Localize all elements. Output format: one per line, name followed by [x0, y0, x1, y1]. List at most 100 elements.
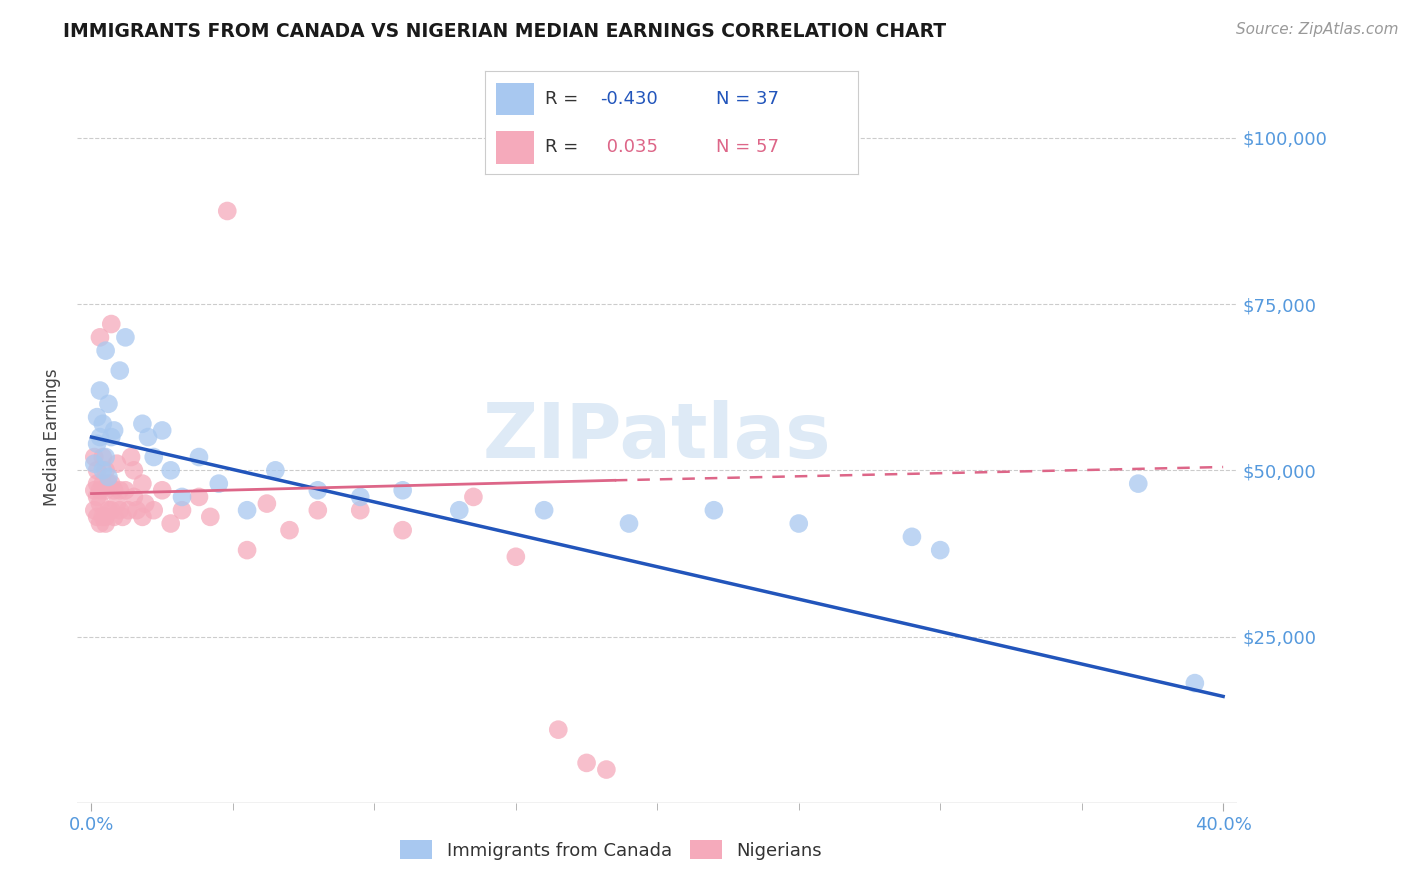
Point: [617, 516, 640, 531]
Point: [122, 463, 145, 477]
Point: [108, 503, 131, 517]
Point: [105, 457, 128, 471]
Point: [1128, 476, 1150, 491]
Point: [89, 483, 111, 498]
Point: [97, 503, 120, 517]
Point: [307, 503, 329, 517]
Point: [94, 343, 117, 358]
Point: [100, 430, 122, 444]
Point: [94, 450, 117, 464]
Point: [159, 463, 181, 477]
Point: [103, 483, 125, 498]
Point: [547, 723, 569, 737]
Text: N = 57: N = 57: [716, 138, 779, 156]
Point: [150, 424, 173, 438]
Point: [236, 543, 259, 558]
Point: [89, 497, 111, 511]
Point: [83, 457, 105, 471]
Point: [94, 483, 117, 498]
Point: [159, 516, 181, 531]
Point: [108, 363, 131, 377]
Point: [929, 543, 952, 558]
Point: [100, 317, 122, 331]
Point: [91, 476, 114, 491]
Point: [94, 463, 117, 477]
Y-axis label: Median Earnings: Median Earnings: [44, 368, 62, 506]
Point: [278, 523, 301, 537]
Point: [91, 463, 114, 477]
Point: [125, 503, 148, 517]
Point: [307, 483, 329, 498]
Point: [86, 436, 108, 450]
Point: [94, 516, 117, 531]
Point: [391, 523, 413, 537]
Text: -0.430: -0.430: [600, 90, 658, 108]
Point: [131, 476, 153, 491]
Point: [105, 497, 128, 511]
Point: [391, 483, 413, 498]
Point: [236, 503, 259, 517]
Point: [533, 503, 555, 517]
FancyBboxPatch shape: [496, 131, 533, 163]
Text: Source: ZipAtlas.com: Source: ZipAtlas.com: [1236, 22, 1399, 37]
Point: [114, 483, 136, 498]
Point: [131, 509, 153, 524]
Text: R =: R =: [544, 90, 583, 108]
FancyBboxPatch shape: [496, 83, 533, 115]
Point: [349, 503, 371, 517]
Point: [217, 204, 239, 219]
Point: [901, 530, 924, 544]
Point: [91, 417, 114, 431]
Point: [97, 470, 120, 484]
Point: [100, 503, 122, 517]
Text: IMMIGRANTS FROM CANADA VS NIGERIAN MEDIAN EARNINGS CORRELATION CHART: IMMIGRANTS FROM CANADA VS NIGERIAN MEDIA…: [63, 22, 946, 41]
Point: [83, 503, 105, 517]
Legend: Immigrants from Canada, Nigerians: Immigrants from Canada, Nigerians: [392, 833, 830, 867]
Point: [120, 450, 142, 464]
Point: [111, 509, 134, 524]
Point: [170, 503, 193, 517]
Point: [505, 549, 527, 564]
Point: [142, 503, 165, 517]
Point: [108, 483, 131, 498]
Point: [89, 430, 111, 444]
Point: [188, 450, 211, 464]
Point: [200, 509, 222, 524]
Point: [150, 483, 173, 498]
Point: [463, 490, 485, 504]
Point: [89, 330, 111, 344]
Point: [131, 417, 153, 431]
Point: [86, 410, 108, 425]
Point: [91, 450, 114, 464]
Point: [170, 490, 193, 504]
Point: [703, 503, 725, 517]
Point: [97, 397, 120, 411]
Point: [595, 763, 617, 777]
Point: [91, 509, 114, 524]
Point: [89, 384, 111, 398]
Point: [89, 516, 111, 531]
Point: [86, 490, 108, 504]
Point: [449, 503, 471, 517]
Point: [103, 424, 125, 438]
Point: [208, 476, 231, 491]
Point: [83, 483, 105, 498]
Text: 0.035: 0.035: [600, 138, 658, 156]
Point: [142, 450, 165, 464]
Point: [86, 463, 108, 477]
Point: [103, 509, 125, 524]
Point: [787, 516, 810, 531]
Point: [264, 463, 287, 477]
Point: [122, 490, 145, 504]
Point: [83, 450, 105, 464]
Point: [97, 476, 120, 491]
Point: [100, 476, 122, 491]
Text: ZIPatlas: ZIPatlas: [484, 401, 831, 474]
Point: [1184, 676, 1206, 690]
Point: [117, 503, 139, 517]
Point: [349, 490, 371, 504]
Point: [114, 330, 136, 344]
Point: [86, 509, 108, 524]
Point: [188, 490, 211, 504]
Point: [86, 476, 108, 491]
